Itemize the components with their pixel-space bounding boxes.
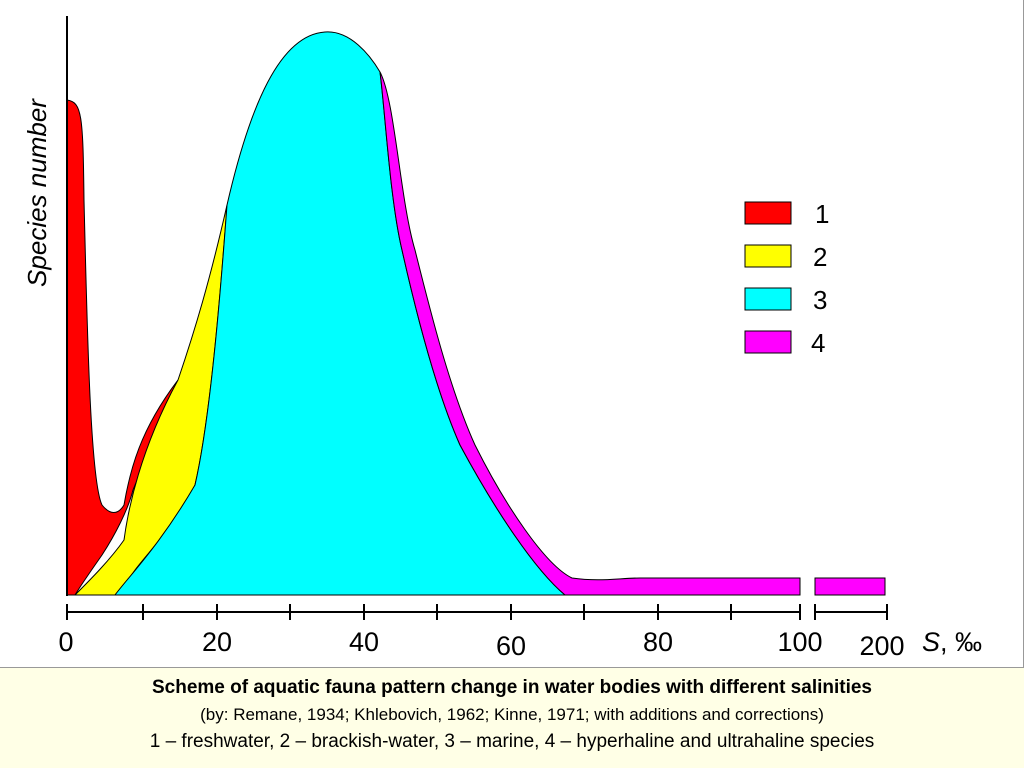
x-axis-ticks xyxy=(66,604,888,620)
legend-swatch-4 xyxy=(744,330,792,354)
tick-label-20: 20 xyxy=(202,627,232,657)
legend-label-2: 2 xyxy=(813,242,827,272)
caption-title: Scheme of aquatic fauna pattern change i… xyxy=(151,677,873,698)
caption-sources: (by: Remane, 1934; Khlebovich, 1962; Kin… xyxy=(200,705,824,724)
plot-frame: 0 20 40 60 80 100 200 S, ‰ Species numbe… xyxy=(0,0,1024,668)
series-area-4-tail xyxy=(814,577,886,596)
caption-legend-text: 1 – freshwater, 2 – brackish-water, 3 – … xyxy=(149,731,875,752)
series-area-1 xyxy=(66,99,179,596)
y-axis-label: Species number xyxy=(22,98,52,287)
tick-label-40: 40 xyxy=(349,627,379,657)
series-area-3 xyxy=(113,31,567,596)
series-area-4 xyxy=(379,71,801,596)
tick-label-60: 60 xyxy=(496,631,526,661)
tick-label-100: 100 xyxy=(777,627,822,657)
legend-swatch-1 xyxy=(744,201,792,225)
salinity-species-chart: 0 20 40 60 80 100 200 S, ‰ Species numbe… xyxy=(22,16,982,661)
x-axis-label: S, ‰ xyxy=(922,627,982,657)
caption: Scheme of aquatic fauna pattern change i… xyxy=(0,670,1024,754)
legend-swatch-3 xyxy=(744,287,792,311)
legend: 1 2 3 4 xyxy=(744,199,829,358)
tick-label-80: 80 xyxy=(643,627,673,657)
legend-label-4: 4 xyxy=(811,328,825,358)
tick-label-0: 0 xyxy=(58,627,73,657)
tick-label-200: 200 xyxy=(859,631,904,661)
legend-swatch-2 xyxy=(744,244,792,268)
legend-label-3: 3 xyxy=(813,285,827,315)
legend-label-1: 1 xyxy=(815,199,829,229)
